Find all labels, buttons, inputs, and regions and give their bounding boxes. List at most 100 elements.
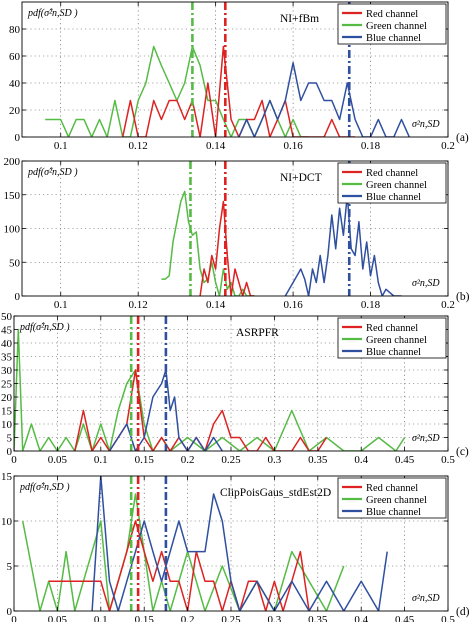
panel-label: (a) <box>456 132 469 144</box>
legend-label-red: Red channel <box>366 483 418 494</box>
y-axis-label: pdf(σ̂²n,SD ) <box>27 167 78 178</box>
y-tick-label: 80 <box>9 24 21 36</box>
y-tick-label: 10 <box>1 516 13 528</box>
data-layer <box>14 316 406 451</box>
series-line-blue <box>91 476 388 611</box>
grid <box>14 476 448 611</box>
x-tick-label: 0.05 <box>48 614 68 622</box>
legend-label-blue: Blue channel <box>366 347 421 358</box>
series-line-red <box>48 520 310 611</box>
x-tick-label: 0.45 <box>395 454 415 466</box>
y-tick-label: 60 <box>9 51 21 63</box>
panel-3: 0 0.05 0.1 0.15 0.2 0.25 0.3 0.35 0.4 0.45 0.50510… <box>1 311 469 466</box>
x-tick-label: 0.14 <box>206 299 226 311</box>
data-layer <box>161 161 402 296</box>
y-tick-label: 5 <box>7 433 13 445</box>
y-axis-label: pdf(σ̂²n,SD ) <box>19 482 70 493</box>
y-tick-label: 150 <box>4 190 21 202</box>
legend-label-blue: Blue channel <box>366 192 421 203</box>
y-tick-label: 0 <box>7 446 13 458</box>
y-tick-label: 50 <box>9 257 21 269</box>
x-tick-label: 0.4 <box>354 454 368 466</box>
legend-label-green: Green channel <box>366 180 427 191</box>
series-line-blue <box>284 194 402 296</box>
x-tick-label: 0.2 <box>441 140 455 152</box>
y-tick-label: 50 <box>1 311 13 323</box>
method-annotation: NI+fBm <box>280 13 319 25</box>
x-axis-label: σ²n,SD <box>412 278 440 289</box>
y-tick-label: 40 <box>1 338 13 350</box>
x-tick-label: 0.35 <box>308 454 328 466</box>
legend-label-blue: Blue channel <box>366 507 421 518</box>
legend-label-blue: Blue channel <box>366 33 421 44</box>
series-line-blue <box>108 369 223 451</box>
panel-2: 0.1 0.12 0.14 0.16 0.18 0.2 0 50 100 150 200 pdf(σ̂… <box>4 156 470 311</box>
x-tick-label: 0.2 <box>181 454 195 466</box>
x-tick-label: 0.2 <box>441 299 455 311</box>
y-tick-label: 25 <box>1 379 13 391</box>
x-tick-label: 0.05 <box>48 454 68 466</box>
x-axis-label: σ²n,SD <box>412 593 440 604</box>
data-layer <box>21 476 388 611</box>
x-tick-label: 0.18 <box>361 299 381 311</box>
y-tick-label: 100 <box>4 224 21 236</box>
x-tick-label: 0.12 <box>129 299 148 311</box>
y-axis-label: pdf(σ̂²n,SD ) <box>19 322 70 333</box>
legend-label-red: Red channel <box>366 9 418 20</box>
x-tick-label: 0.45 <box>395 614 415 622</box>
legend-label-green: Green channel <box>366 21 427 32</box>
panel-label: (b) <box>456 291 470 303</box>
y-axis-label: pdf(σ̂²n,SD ) <box>27 8 78 19</box>
x-tick-label: 0.15 <box>135 614 155 622</box>
y-tick-label: 0 <box>15 291 21 303</box>
y-tick-label: 0 <box>7 606 13 618</box>
x-tick-label: 0.1 <box>94 614 108 622</box>
x-tick-label: 0.12 <box>129 140 148 152</box>
x-tick-label: 0.2 <box>181 614 195 622</box>
x-tick-label: 0.35 <box>308 614 328 622</box>
grid <box>22 2 448 137</box>
series-line-blue <box>238 62 410 137</box>
series-line-green <box>14 328 406 451</box>
y-tick-label: 35 <box>1 352 13 364</box>
y-tick-label: 45 <box>1 325 13 337</box>
series-line-red <box>199 200 255 296</box>
method-annotation: NI+DCT <box>280 172 322 184</box>
y-tick-label: 20 <box>1 392 13 404</box>
x-tick-label: 0.5 <box>441 454 455 466</box>
x-tick-label: 0.16 <box>283 299 303 311</box>
legend-label-red: Red channel <box>366 168 418 179</box>
y-tick-label: 15 <box>1 471 13 483</box>
y-tick-label: 0 <box>15 132 21 144</box>
panel-label: (d) <box>456 606 470 618</box>
legend-label-red: Red channel <box>366 323 418 334</box>
method-annotation: ClipPoisGaus_stdEst2D <box>220 487 331 499</box>
x-tick-label: 0.16 <box>283 140 303 152</box>
y-tick-label: 200 <box>4 156 21 168</box>
panel-4: 0 0.05 0.1 0.15 0.2 0.25 0.3 0.35 0.4 0.45 0.5 0 5 10… <box>1 471 470 622</box>
y-tick-label: 40 <box>9 78 21 90</box>
x-tick-label: 0.25 <box>221 614 241 622</box>
y-tick-label: 30 <box>1 365 13 377</box>
y-tick-label: 20 <box>9 105 21 117</box>
x-tick-label: 0.3 <box>268 614 282 622</box>
x-tick-label: 0.1 <box>54 299 68 311</box>
y-tick-label: 5 <box>7 561 13 573</box>
x-tick-label: 0.18 <box>361 140 381 152</box>
grid <box>22 161 448 296</box>
x-tick-label: 0.15 <box>135 454 155 466</box>
x-tick-label: 0 <box>11 454 17 466</box>
x-tick-label: 0.1 <box>54 140 68 152</box>
series-line-green <box>45 45 309 137</box>
x-tick-label: 0.14 <box>206 140 226 152</box>
y-tick-label: 10 <box>1 419 13 431</box>
x-tick-label: 0.3 <box>268 454 282 466</box>
x-tick-label: 0.1 <box>94 454 108 466</box>
x-tick-label: 0.25 <box>221 454 241 466</box>
x-tick-label: 0.4 <box>354 614 368 622</box>
